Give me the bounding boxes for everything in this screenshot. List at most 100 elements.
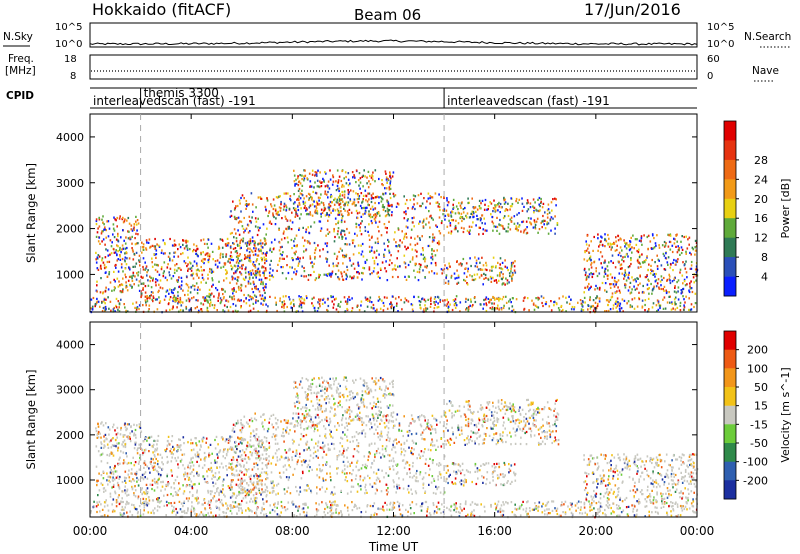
scatter-cell: [150, 294, 152, 297]
scatter-cell: [482, 232, 484, 235]
scatter-cell: [203, 262, 205, 265]
scatter-cell: [660, 287, 663, 291]
scatter-cell: [608, 245, 611, 248]
scatter-cell: [259, 294, 261, 297]
scatter-cell: [282, 471, 285, 474]
scatter-cell: [422, 454, 424, 457]
scatter-cell: [485, 261, 487, 264]
scatter-cell: [173, 288, 175, 291]
scatter-cell: [465, 214, 467, 217]
scatter-cell: [353, 267, 356, 270]
scatter-cell: [162, 272, 165, 275]
scatter-cell: [173, 271, 176, 274]
scatter-cell: [222, 288, 225, 291]
scatter-cell: [113, 251, 116, 254]
scatter-cell: [614, 291, 617, 294]
scatter-cell: [138, 259, 140, 262]
scatter-cell: [366, 297, 369, 300]
scatter-cell: [611, 242, 614, 246]
scatter-cell: [486, 229, 488, 232]
scatter-cell: [391, 295, 394, 298]
scatter-cell: [92, 296, 95, 300]
scatter-cell: [650, 268, 652, 271]
scatter-cell: [104, 433, 107, 436]
scatter-cell: [151, 265, 154, 268]
scatter-cell: [104, 489, 107, 492]
scatter-cell: [445, 276, 447, 279]
scatter-cell: [294, 208, 296, 212]
scatter-cell: [487, 208, 489, 211]
scatter-cell: [584, 301, 586, 304]
scatter-cell: [447, 213, 450, 216]
scatter-cell: [663, 276, 665, 280]
scatter-cell: [367, 299, 369, 302]
scatter-cell: [236, 299, 239, 302]
scatter-cell: [114, 218, 116, 221]
scatter-cell: [327, 304, 330, 308]
scatter-cell: [310, 195, 312, 199]
scatter-cell: [371, 222, 373, 225]
scatter-cell: [183, 473, 185, 476]
scatter-cell: [474, 300, 477, 304]
scatter-cell: [364, 435, 367, 438]
scatter-cell: [317, 440, 320, 443]
scatter-cell: [265, 258, 267, 261]
scatter-cell: [366, 182, 368, 185]
scatter-cell: [654, 280, 657, 283]
scatter-cell: [335, 200, 338, 203]
scatter-cell: [189, 248, 191, 251]
scatter-cell: [373, 307, 375, 310]
scatter-cell: [275, 217, 277, 220]
scatter-cell: [368, 223, 370, 226]
scatter-cell: [362, 174, 364, 177]
scatter-cell: [513, 269, 516, 272]
scatter-cell: [167, 303, 170, 306]
scatter-cell: [664, 307, 667, 310]
scatter-cell: [122, 277, 124, 280]
scatter-cell: [233, 289, 235, 292]
scatter-cell: [398, 487, 401, 490]
scatter-cell: [535, 297, 537, 300]
scatter-cell: [666, 278, 669, 281]
scatter-cell: [590, 305, 592, 308]
scatter-cell: [413, 420, 416, 423]
scatter-cell: [276, 213, 279, 216]
scatter-cell: [261, 484, 263, 487]
scatter-cell: [346, 492, 349, 495]
scatter-cell: [355, 223, 358, 226]
scatter-cell: [373, 419, 375, 422]
scatter-cell: [593, 235, 595, 239]
scatter-cell: [154, 450, 156, 453]
scatter-cell: [688, 308, 690, 311]
scatter-cell: [161, 467, 164, 470]
scatter-cell: [506, 279, 509, 282]
scatter-cell: [252, 253, 255, 257]
scatter-cell: [101, 257, 104, 260]
scatter-cell: [237, 286, 240, 289]
scatter-cell: [115, 266, 117, 269]
scatter-cell: [242, 227, 245, 230]
scatter-cell: [144, 299, 147, 302]
scatter-cell: [424, 490, 427, 493]
scatter-cell: [247, 422, 249, 425]
scatter-cell: [444, 218, 446, 221]
scatter-cell: [514, 271, 517, 274]
scatter-cell: [243, 216, 245, 220]
scatter-cell: [99, 291, 102, 294]
scatter-cell: [438, 216, 441, 219]
scatter-cell: [447, 280, 450, 283]
scatter-cell: [337, 211, 340, 214]
scatter-cell: [143, 461, 146, 464]
scatter-cell: [100, 482, 102, 485]
scatter-cell: [333, 240, 336, 243]
scatter-cell: [227, 437, 230, 441]
scatter-cell: [652, 302, 655, 305]
scatter-cell: [214, 260, 217, 263]
scatter-cell: [695, 279, 697, 282]
scatter-cell: [207, 238, 210, 241]
scatter-cell: [145, 483, 148, 486]
scatter-cell: [262, 303, 264, 306]
scatter-cell: [234, 247, 237, 250]
scatter-cell: [362, 479, 364, 482]
scatter-cell: [304, 201, 307, 204]
